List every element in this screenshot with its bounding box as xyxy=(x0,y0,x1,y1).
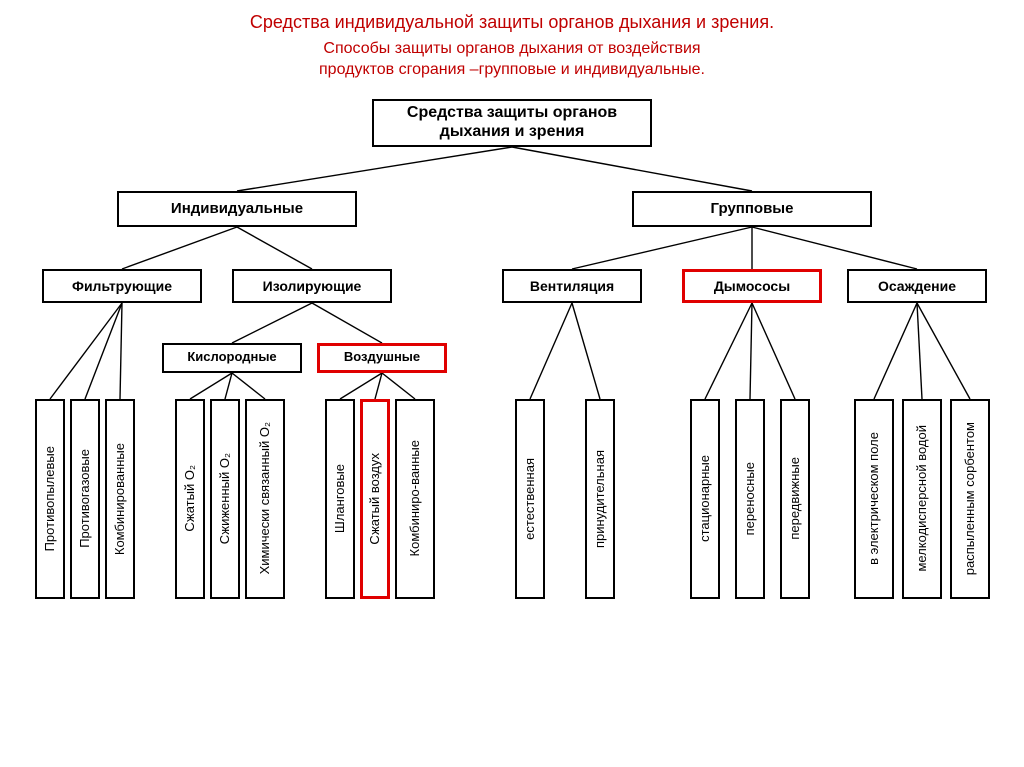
node-group: Групповые xyxy=(632,191,872,227)
node-smoke-exhausters: Дымососы xyxy=(682,269,822,303)
leaf-forced: принудительная xyxy=(585,399,615,599)
leaf-sorbent: распыленным сорбентом xyxy=(950,399,990,599)
subtitle: Способы защиты органов дыхания от воздей… xyxy=(12,39,1012,81)
node-oxygen: Кислородные xyxy=(162,343,302,373)
node-isolating: Изолирующие xyxy=(232,269,392,303)
node-air: Воздушные xyxy=(317,343,447,373)
subtitle-line1: Способы защиты органов дыхания от воздей… xyxy=(323,40,700,57)
leaf-stationary: стационарные xyxy=(690,399,720,599)
leaf-anti-dust: Противопылевые xyxy=(35,399,65,599)
leaf-hose: Шланговые xyxy=(325,399,355,599)
node-individual: Индивидуальные xyxy=(117,191,357,227)
leaf-chem-bound-o2: Химически связанный O₂ xyxy=(245,399,285,599)
leaf-natural: естественная xyxy=(515,399,545,599)
node-ventilation: Вентиляция xyxy=(502,269,642,303)
hierarchy-diagram: Средства защиты органов дыхания и зрения… xyxy=(12,99,1012,659)
leaf-electric-field: в электрическом поле xyxy=(854,399,894,599)
leaf-liquid-o2: Сжиженный O₂ xyxy=(210,399,240,599)
leaf-anti-gas: Противогазовые xyxy=(70,399,100,599)
leaf-combined1: Комбинированные xyxy=(105,399,135,599)
leaf-portable: переносные xyxy=(735,399,765,599)
leaf-mobile: передвижные xyxy=(780,399,810,599)
subtitle-line2: продуктов сгорания –групповые и индивиду… xyxy=(319,61,705,78)
leaf-combined2: Комбиниро-ванные xyxy=(395,399,435,599)
main-title: Средства индивидуальной защиты органов д… xyxy=(12,12,1012,33)
leaf-compressed-o2: Сжатый O₂ xyxy=(175,399,205,599)
leaf-compressed-air: Сжатый воздух xyxy=(360,399,390,599)
node-root: Средства защиты органов дыхания и зрения xyxy=(372,99,652,147)
node-sedimentation: Осаждение xyxy=(847,269,987,303)
node-filtering: Фильтрующие xyxy=(42,269,202,303)
leaf-fine-water: мелкодисперсной водой xyxy=(902,399,942,599)
